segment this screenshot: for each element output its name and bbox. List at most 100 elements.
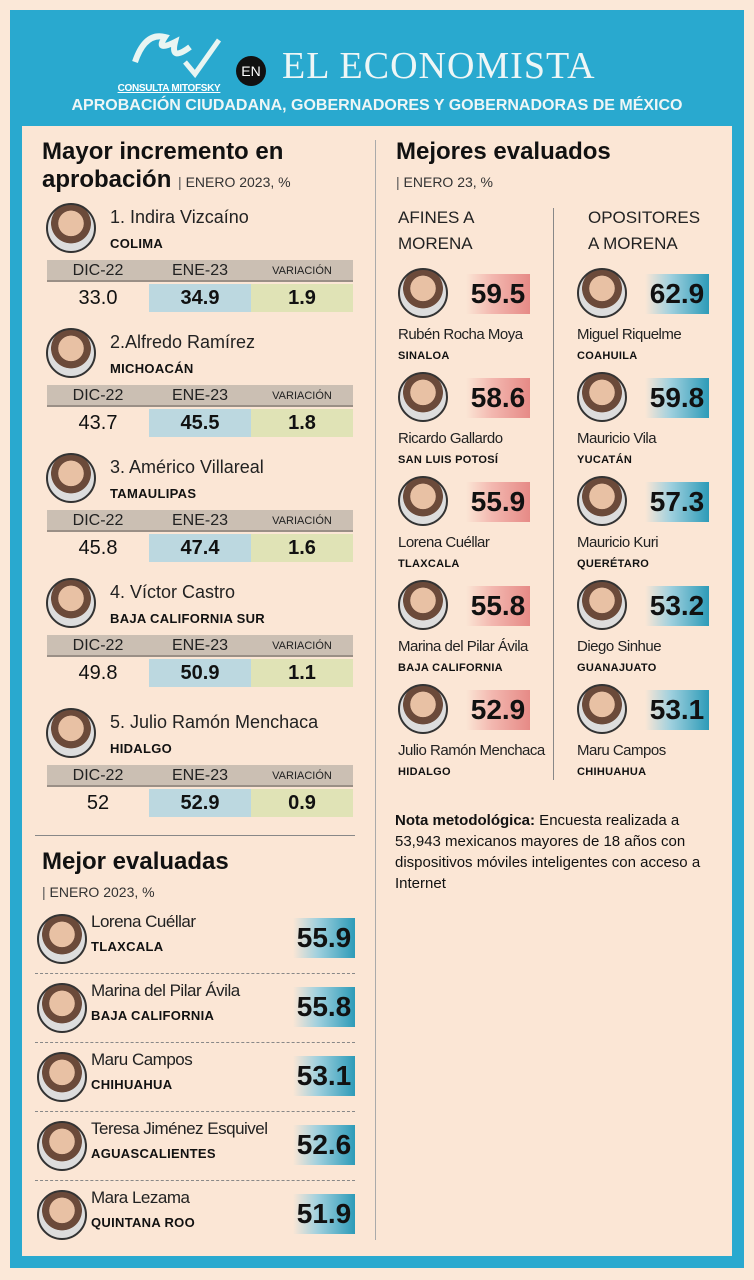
governor-name: 5. Julio Ramón Menchaca bbox=[110, 712, 319, 732]
col-var: VARIACIÓN bbox=[272, 640, 332, 652]
opositores-item: 53.1 Maru Campos CHIHUAHUA bbox=[577, 684, 727, 788]
section-divider bbox=[35, 835, 355, 836]
governor-state: TAMAULIPAS bbox=[110, 486, 197, 501]
governor-name: Mara Lezama bbox=[91, 1188, 190, 1207]
col-ene: ENE-23 bbox=[171, 512, 229, 529]
col-dic: DIC-22 bbox=[72, 262, 124, 279]
governor-photo bbox=[577, 476, 627, 526]
column-divider bbox=[375, 140, 376, 1240]
approval-value: 55.8 bbox=[466, 586, 530, 626]
governor-state: TLAXCALA bbox=[91, 939, 164, 954]
governor-state: HIDALGO bbox=[398, 766, 451, 778]
approval-value: 53.1 bbox=[645, 690, 709, 730]
governor-state: QUINTANA ROO bbox=[91, 1215, 195, 1230]
afines-item: 52.9 Julio Ramón Menchaca HIDALGO bbox=[398, 684, 548, 788]
list-item: Lorena Cuéllar TLAXCALA 55.9 bbox=[35, 906, 355, 974]
col-var: VARIACIÓN bbox=[272, 770, 332, 782]
governor-name: Maru Campos bbox=[91, 1050, 193, 1069]
best-subtitle: ENERO 23, % bbox=[396, 174, 493, 190]
governor-photo bbox=[46, 708, 96, 758]
governor-state: GUANAJUATO bbox=[577, 662, 657, 674]
governor-photo bbox=[398, 476, 448, 526]
dic-value: 43.7 bbox=[78, 412, 118, 434]
governor-name: 4. Víctor Castro bbox=[110, 582, 236, 602]
approval-value: 59.5 bbox=[466, 274, 530, 314]
approval-value: 58.6 bbox=[466, 378, 530, 418]
variation-value: 1.8 bbox=[251, 409, 353, 437]
approval-value: 62.9 bbox=[645, 274, 709, 314]
governor-state: COAHUILA bbox=[577, 350, 638, 362]
mitofsky-logo: CONSULTA MITOFSKY bbox=[115, 22, 223, 94]
governor-state: CHIHUAHUA bbox=[577, 766, 647, 778]
governor-photo bbox=[577, 684, 627, 734]
afines-item: 58.6 Ricardo Gallardo SAN LUIS POTOSÍ bbox=[398, 372, 548, 476]
list-item: Marina del Pilar Ávila BAJA CALIFORNIA 5… bbox=[35, 975, 355, 1043]
variation-value: 1.6 bbox=[251, 534, 353, 562]
methodology-note: Nota metodológica: Encuesta realizada a … bbox=[395, 812, 701, 892]
ene-value: 34.9 bbox=[149, 284, 251, 312]
dic-value: 49.8 bbox=[78, 662, 118, 684]
governor-photo bbox=[37, 1190, 87, 1240]
ene-value: 50.9 bbox=[149, 659, 251, 687]
governor-state: SINALOA bbox=[398, 350, 450, 362]
governor-name: Julio Ramón Menchaca bbox=[398, 742, 545, 759]
checkmark-icon bbox=[132, 33, 222, 79]
governor-photo bbox=[577, 372, 627, 422]
governor-photo bbox=[37, 1121, 87, 1171]
approval-table: DIC-22 ENE-23 VARIACIÓN 45.8 47.4 1.6 bbox=[47, 510, 353, 562]
variation-value: 1.1 bbox=[251, 659, 353, 687]
governor-name: Miguel Riquelme bbox=[577, 326, 682, 343]
governor-state: COLIMA bbox=[110, 236, 164, 251]
en-badge: EN bbox=[236, 56, 266, 86]
governor-photo bbox=[37, 914, 87, 964]
governor-state: AGUASCALIENTES bbox=[91, 1146, 216, 1161]
governor-name: Teresa Jiménez Esquivel bbox=[91, 1119, 268, 1138]
opositores-item: 59.8 Mauricio Vila YUCATÁN bbox=[577, 372, 727, 476]
governor-photo bbox=[46, 453, 96, 503]
governor-photo bbox=[398, 580, 448, 630]
governor-name: Mauricio Kuri bbox=[577, 534, 659, 551]
dic-value: 52 bbox=[86, 792, 110, 814]
afines-item: 55.9 Lorena Cuéllar TLAXCALA bbox=[398, 476, 548, 580]
governor-photo bbox=[37, 1052, 87, 1102]
col-ene: ENE-23 bbox=[171, 637, 229, 654]
list-item: Mara Lezama QUINTANA ROO 51.9 bbox=[35, 1182, 355, 1250]
list-item: Teresa Jiménez Esquivel AGUASCALIENTES 5… bbox=[35, 1113, 355, 1181]
dic-value: 45.8 bbox=[78, 537, 118, 559]
col-var: VARIACIÓN bbox=[272, 265, 332, 277]
women-subtitle: ENERO 2023, % bbox=[42, 884, 155, 900]
variation-value: 1.9 bbox=[251, 284, 353, 312]
governor-state: CHIHUAHUA bbox=[91, 1077, 173, 1092]
governor-state: QUERÉTARO bbox=[577, 558, 650, 570]
opositores-header: OPOSITORES A MORENA bbox=[588, 208, 701, 253]
governor-name: Rubén Rocha Moya bbox=[398, 326, 523, 343]
governor-photo bbox=[398, 268, 448, 318]
approval-value: 53.2 bbox=[645, 586, 709, 626]
col-ene: ENE-23 bbox=[171, 262, 229, 279]
governor-name: Lorena Cuéllar bbox=[398, 534, 490, 551]
governor-photo bbox=[398, 684, 448, 734]
col-dic: DIC-22 bbox=[72, 387, 124, 404]
governor-name: 3. Américo Villareal bbox=[110, 457, 264, 477]
col-var: VARIACIÓN bbox=[272, 390, 332, 402]
col-dic: DIC-22 bbox=[72, 767, 124, 784]
governor-state: TLAXCALA bbox=[398, 558, 460, 570]
approval-value: 53.1 bbox=[293, 1056, 355, 1096]
opositores-item: 62.9 Miguel Riquelme COAHUILA bbox=[577, 268, 727, 372]
governor-state: BAJA CALIFORNIA bbox=[91, 1008, 215, 1023]
col-ene: ENE-23 bbox=[171, 767, 229, 784]
ene-value: 52.9 bbox=[149, 789, 251, 817]
col-dic: DIC-22 bbox=[72, 512, 124, 529]
col-ene: ENE-23 bbox=[171, 387, 229, 404]
list-item: Maru Campos CHIHUAHUA 53.1 bbox=[35, 1044, 355, 1112]
approval-table: DIC-22 ENE-23 VARIACIÓN 52 52.9 0.9 bbox=[47, 765, 353, 817]
women-title: Mejor evaluadas bbox=[42, 848, 229, 875]
governor-state: HIDALGO bbox=[110, 741, 173, 756]
governor-name: Mauricio Vila bbox=[577, 430, 657, 447]
governor-name: Ricardo Gallardo bbox=[398, 430, 503, 447]
governor-state: SAN LUIS POTOSÍ bbox=[398, 454, 499, 466]
governor-name: Diego Sinhue bbox=[577, 638, 662, 655]
approval-value: 55.9 bbox=[293, 918, 355, 958]
afines-item: 55.8 Marina del Pilar Ávila BAJA CALIFOR… bbox=[398, 580, 548, 684]
